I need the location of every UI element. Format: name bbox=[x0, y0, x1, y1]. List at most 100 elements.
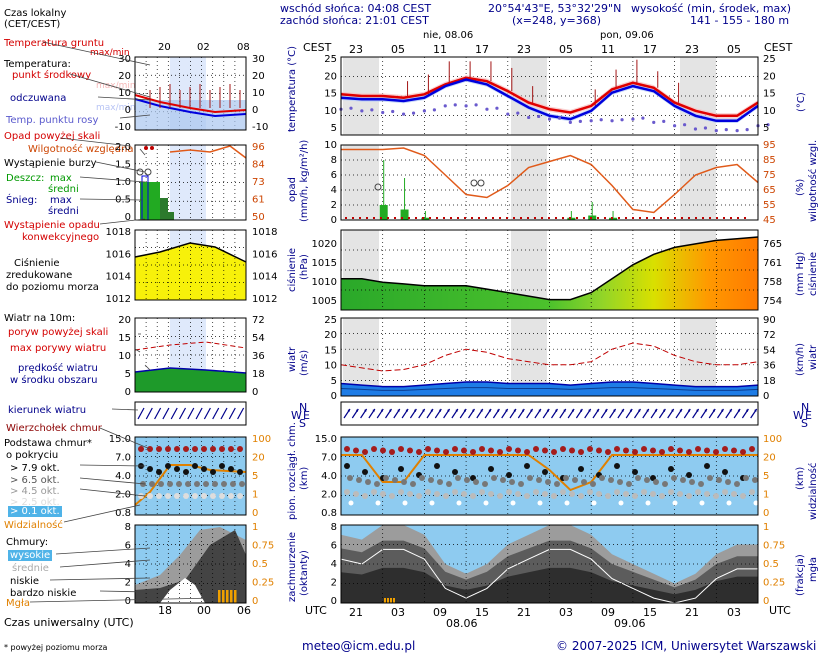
cloudcover-tick-r: 0.25 bbox=[763, 578, 785, 589]
ylabel-kmh: (km/h) bbox=[795, 342, 806, 376]
legend-wind-title: Wiatr na 10m: bbox=[4, 313, 76, 324]
legend-cloudbase-tick-r: 1 bbox=[252, 490, 258, 501]
ylabel-precip-1: opad bbox=[287, 177, 298, 202]
cloud-base-dot-6 bbox=[437, 479, 443, 485]
humidity-line bbox=[341, 147, 759, 214]
precip-tick: 10 bbox=[324, 140, 337, 151]
cloud-base-dot-4 bbox=[731, 491, 737, 497]
legend-connector-12 bbox=[144, 364, 151, 371]
dew-point-dot bbox=[714, 129, 718, 133]
legend-temp-tick-r: 20 bbox=[252, 71, 265, 82]
cloud-base-dot-8 bbox=[542, 469, 548, 475]
legend-cloud-base-1: Podstawa chmur* bbox=[4, 438, 92, 449]
legend-temperature: Temperatura: bbox=[4, 59, 71, 70]
dew-point-dot bbox=[620, 118, 624, 122]
legend-cloudbase-tick: 15.0 bbox=[109, 434, 131, 445]
conv-marker bbox=[464, 217, 466, 219]
legend-connector-18 bbox=[63, 504, 141, 523]
cloudbase-tick: 4.0 bbox=[321, 471, 337, 482]
legend-visibility: Widzialność bbox=[4, 520, 63, 531]
temperature-line bbox=[340, 76, 759, 118]
wind-arrow-head bbox=[571, 409, 575, 412]
top-hour-6: 11 bbox=[601, 43, 615, 56]
legend-cloud-base-dot-4 bbox=[165, 493, 171, 499]
legend-cloudcover-tick: 2 bbox=[125, 578, 131, 589]
legend-dew: Temp. punktu rosy bbox=[6, 115, 99, 126]
cloud-base-dot-2 bbox=[456, 500, 462, 506]
cloud-base-dot-6 bbox=[599, 475, 605, 481]
press-tick-r: 754 bbox=[763, 296, 782, 307]
legend-press-tick: 1016 bbox=[106, 249, 131, 260]
cloud-base-dot-4 bbox=[641, 489, 647, 495]
footer-email[interactable]: meteo@icm.edu.pl bbox=[302, 639, 416, 653]
wind-arrow-head bbox=[629, 409, 633, 412]
dew-point-dot bbox=[516, 111, 520, 115]
dew-point-dot bbox=[599, 118, 603, 122]
legend-rain-mean-bar bbox=[140, 182, 160, 220]
cloudbase-tick-r: 20 bbox=[763, 453, 776, 464]
legend-wind-arrow bbox=[137, 407, 145, 420]
legend-cloud-middle: średnie bbox=[12, 563, 49, 574]
legend-wind-frame bbox=[134, 317, 247, 393]
cloudcover-tick: 8 bbox=[331, 522, 337, 533]
ylabel-cloudbase-1: pion. rozciągł. chm. bbox=[287, 422, 298, 520]
sunset: zachód słońca: 21:01 CEST bbox=[280, 14, 429, 27]
wind-arrow-head bbox=[438, 409, 442, 412]
dew-point-dot bbox=[453, 103, 457, 107]
cloudcover-tick: 4 bbox=[331, 559, 337, 570]
precip-frame bbox=[340, 144, 759, 221]
wind-arrow-head bbox=[563, 409, 566, 412]
cloud-base-dot-8 bbox=[434, 463, 440, 469]
legend-feels: odczuwana bbox=[10, 93, 67, 104]
top-hour-5: 05 bbox=[559, 43, 573, 56]
conv-marker bbox=[541, 217, 543, 219]
ylabel-precip-2: (mm/h, kg/m²/h) bbox=[299, 139, 310, 222]
fog-bar bbox=[384, 598, 386, 603]
legend-wind-arrow bbox=[237, 407, 245, 420]
compass-e-left: E bbox=[303, 409, 310, 422]
temp-tick-r: 10 bbox=[763, 106, 776, 117]
compass-w-left: W bbox=[291, 409, 302, 422]
cloud-base-dot-6 bbox=[563, 475, 569, 481]
cloudcover-tick-r: 0 bbox=[763, 596, 769, 607]
cloudbase-tick: 2.0 bbox=[321, 490, 337, 501]
ylabel-cloudcover-1: zachmurzenie bbox=[287, 531, 298, 602]
legend-precip-tick-r: 84 bbox=[252, 160, 265, 171]
conv-marker bbox=[520, 217, 522, 219]
cest-right: CEST bbox=[764, 41, 793, 54]
fog-bar bbox=[390, 598, 392, 603]
legend-cloudbase-frame bbox=[134, 436, 247, 516]
conv-marker bbox=[569, 217, 571, 219]
cloud-top-dot bbox=[749, 446, 755, 452]
cloud-base-dot-4 bbox=[524, 493, 530, 499]
legend-cloud-top-dot bbox=[210, 446, 216, 452]
legend-cloud-top-dot bbox=[138, 446, 144, 452]
legend-fog-bar bbox=[226, 590, 229, 603]
cloud-base-dot-6 bbox=[581, 479, 587, 485]
bottom-hour-1: 03 bbox=[391, 606, 405, 619]
legend-connector-2 bbox=[119, 114, 151, 119]
dew-point-dot bbox=[703, 126, 708, 130]
cloud-base-dot-4 bbox=[479, 489, 485, 495]
legend-okt-2: > 6.5 okt. bbox=[10, 475, 60, 486]
legend-visibility-line bbox=[134, 464, 247, 506]
wind-arrow-head bbox=[447, 409, 450, 412]
cloud-top-dot bbox=[569, 447, 575, 454]
cloud-top-dot bbox=[659, 449, 665, 455]
dew-point-dot bbox=[506, 112, 510, 116]
cloud-base-dot-6 bbox=[374, 481, 380, 487]
legend-okt-1: > 7.9 okt. bbox=[10, 463, 60, 474]
footer-copyright: © 2007-2025 ICM, Uniwersytet Warszawski bbox=[556, 639, 817, 653]
top-hour-2: 11 bbox=[433, 43, 447, 56]
wind-arrow-head bbox=[604, 409, 608, 412]
cest-left: CEST bbox=[303, 41, 332, 54]
legend-wind-arrow bbox=[154, 407, 162, 420]
wind-arrow-head bbox=[413, 409, 417, 412]
cloud-base-dot-6 bbox=[401, 479, 407, 485]
legend-precip-over-dot bbox=[144, 146, 148, 150]
conv-marker bbox=[373, 217, 375, 219]
legend-hour-1: 20 bbox=[158, 42, 171, 53]
legend-connector-5 bbox=[139, 148, 146, 156]
date1-label: 08.06 bbox=[446, 617, 478, 630]
precip-night-0 bbox=[343, 145, 379, 220]
